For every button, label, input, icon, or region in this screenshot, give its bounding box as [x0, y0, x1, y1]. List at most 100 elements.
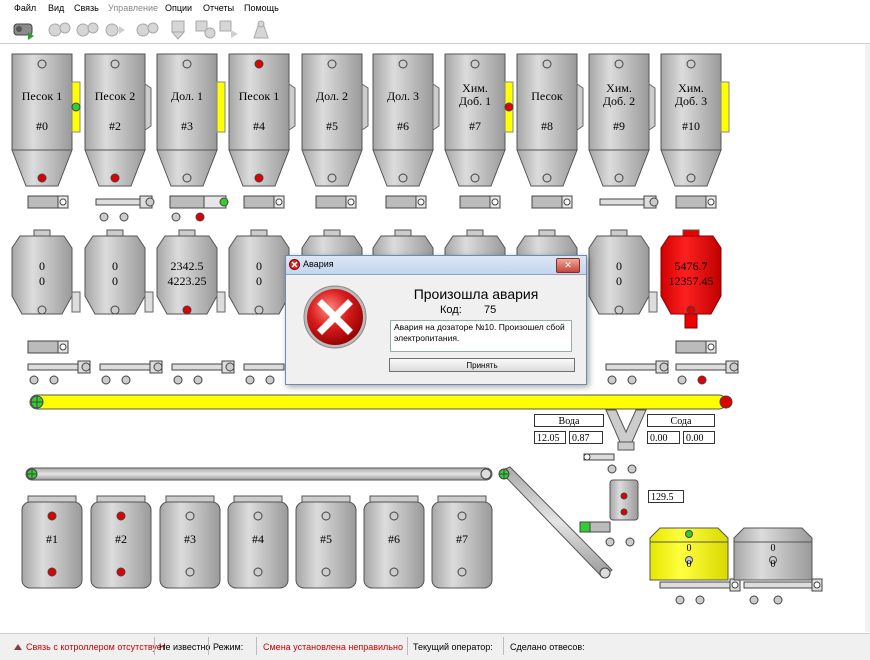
dialog-message[interactable]: Авария на дозаторе №10. Произошел сбой э… — [390, 320, 572, 352]
silo-3-num: #4 — [253, 119, 265, 133]
scale — [11, 229, 81, 315]
silo-arrow-icon[interactable] — [216, 18, 242, 42]
scale-alarm — [660, 229, 722, 329]
mixer-2-label: #2 — [115, 532, 127, 546]
scale — [156, 229, 226, 315]
gears-icon[interactable] — [46, 18, 72, 42]
silo-6-name: Хим. Доб. 1 — [458, 81, 492, 108]
mixer-1-label: #1 — [46, 532, 58, 546]
liquid-funnel — [579, 409, 647, 547]
scale-0-v1: 0 — [39, 259, 45, 273]
scale-2-v1: 2342.5 — [170, 259, 204, 273]
weight-icon[interactable] — [248, 18, 274, 42]
water-value-2: 0.87 — [569, 431, 603, 444]
mixer-4-label: #4 — [252, 532, 264, 546]
scrollbar[interactable] — [865, 44, 870, 632]
scale-0-v2: 0 — [39, 274, 45, 288]
tank-2-v1: 0 — [770, 543, 776, 554]
feeders-row-2 — [27, 340, 739, 385]
tank — [733, 527, 823, 605]
gear-arrow-icon[interactable] — [102, 18, 128, 42]
scale-8-v1: 0 — [616, 259, 622, 273]
menu-options[interactable]: Опции — [165, 3, 193, 13]
toolbar — [0, 16, 870, 44]
soda-value-1: 0.00 — [647, 431, 680, 444]
menu-control[interactable]: Управление — [108, 3, 159, 13]
scale-3-v1: 0 — [256, 259, 262, 273]
silo-8-name: Хим. Доб. 2 — [602, 81, 636, 108]
small-scale-value: 129.5 — [648, 490, 684, 503]
status-mode: Режим: — [213, 642, 244, 652]
silos — [11, 53, 730, 187]
silo-7-num: #8 — [541, 119, 553, 133]
silo-5-num: #6 — [397, 119, 409, 133]
mixers — [21, 495, 493, 589]
silo — [228, 53, 296, 187]
scale-1-v2: 0 — [112, 274, 118, 288]
menu-view[interactable]: Вид — [48, 3, 65, 13]
menu-help[interactable]: Помощь — [244, 3, 279, 13]
menu-file[interactable]: Файл — [14, 3, 37, 13]
status-unknown: Не известно — [159, 642, 211, 652]
gears-icon-3[interactable] — [134, 18, 160, 42]
mixer — [227, 495, 289, 589]
scale-8-v2: 0 — [616, 274, 622, 288]
dialog-titlebar[interactable]: Авария ✕ — [286, 256, 586, 275]
silo-7-name: Песок — [531, 89, 563, 103]
plant-diagram — [11, 53, 823, 605]
silo-4-name: Дол. 2 — [315, 89, 348, 103]
silo-0-num: #0 — [36, 119, 48, 133]
tank-2-v2: 0 — [770, 559, 776, 570]
silo — [444, 53, 514, 187]
silo — [516, 53, 584, 187]
dialog-heading: Произошла авария — [413, 286, 539, 302]
scale-3-v2: 0 — [256, 274, 262, 288]
water-label: Вода — [534, 414, 604, 427]
dialog-close-button[interactable]: ✕ — [556, 258, 580, 273]
gears-icon-2[interactable] — [74, 18, 100, 42]
distribution-conveyor — [25, 466, 613, 579]
silo — [156, 53, 226, 187]
status-operator: Текущий оператор: — [413, 642, 493, 652]
scale-2-v2: 4223.25 — [167, 274, 207, 288]
tank-active — [649, 527, 741, 605]
scale — [588, 229, 658, 315]
tanks — [649, 527, 823, 605]
mixer — [295, 495, 357, 589]
scale-9-v2: 12357.45 — [668, 274, 714, 288]
water-value-1: 12.05 — [534, 431, 566, 444]
scale — [84, 229, 154, 315]
silo — [660, 53, 730, 187]
silo-6-num: #7 — [469, 119, 481, 133]
connect-icon[interactable] — [12, 18, 38, 42]
dialog-code-value: 75 — [484, 304, 497, 316]
silo-3-name: Песок 1 — [238, 89, 280, 103]
tank-1-v1: 0 — [686, 543, 692, 554]
mixer — [159, 495, 221, 589]
silo-1-name: Песок 2 — [94, 89, 136, 103]
silo-4-num: #5 — [326, 119, 338, 133]
silo-1-num: #2 — [109, 119, 121, 133]
alarm-dialog: Авария ✕ Произошла авария Код: 75 Авария… — [285, 255, 587, 385]
mixer — [363, 495, 425, 589]
menu-link[interactable]: Связь — [74, 3, 99, 13]
link-error-icon — [14, 644, 22, 650]
scale-1-v1: 0 — [112, 259, 118, 273]
status-done: Сделано отвесов: — [510, 642, 585, 652]
mixer — [431, 495, 493, 589]
silo-0-name: Песок 1 — [21, 89, 63, 103]
silo-icon[interactable] — [166, 18, 192, 42]
silo — [84, 53, 152, 187]
status-shift: Смена установлена неправильно — [263, 642, 403, 652]
silo-gear-icon[interactable] — [192, 18, 218, 42]
status-link: Связь с котроллером отсутствует — [26, 642, 166, 652]
error-icon — [303, 285, 367, 349]
status-bar: Связь с котроллером отсутствует Не извес… — [0, 633, 870, 660]
menu-reports[interactable]: Отчеты — [203, 3, 235, 13]
silo-2-num: #3 — [181, 119, 193, 133]
dialog-title: Авария — [303, 259, 334, 269]
silo-9-name: Хим. Доб. 3 — [674, 81, 708, 108]
soda-value-2: 0.00 — [683, 431, 715, 444]
silo-8-num: #9 — [613, 119, 625, 133]
accept-button[interactable]: Принять — [389, 358, 575, 372]
